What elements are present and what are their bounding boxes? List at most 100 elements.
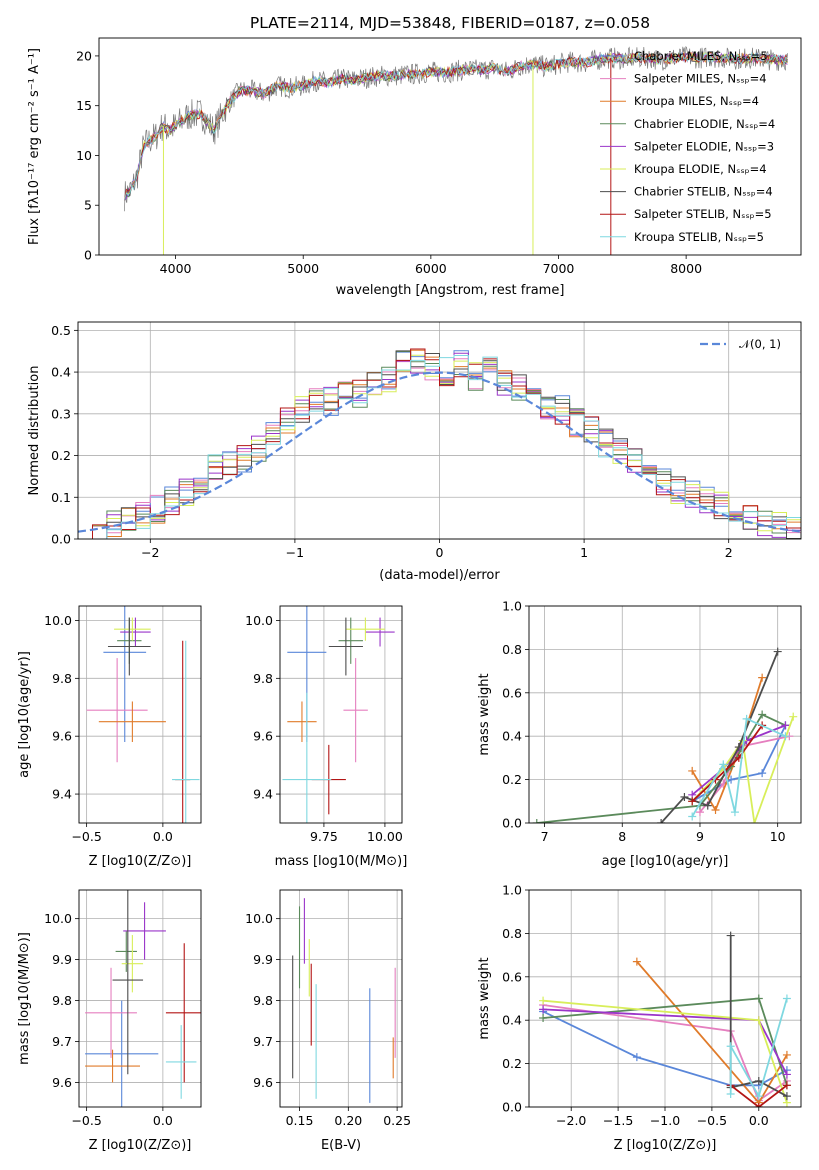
y-tick-label: 10.0 [245, 911, 273, 926]
x-tick-label: −0.5 [71, 1113, 101, 1128]
x-tick-label: 0.0 [749, 1113, 769, 1128]
y-tick-label: 9.6 [253, 1075, 273, 1090]
y-tick-label: 0.0 [502, 1100, 522, 1115]
weight-line-9 [729, 998, 788, 1099]
weight-marker [750, 819, 759, 823]
x-tick-label: 1 [580, 545, 588, 560]
weight-marker [754, 994, 763, 1003]
y-axis-label: age [log10(age/yr)] [17, 651, 32, 778]
weight-marker [789, 712, 798, 721]
x-tick-label: 9 [696, 829, 704, 844]
y-tick-label: 9.9 [253, 952, 273, 967]
weight-marker [719, 760, 728, 769]
legend-entry: Chabrier ELODIE, Nₛₛₚ=4 [634, 117, 775, 131]
x-tick-label: −1.0 [650, 1113, 680, 1128]
y-tick-label: 9.4 [52, 787, 72, 802]
legend-entry: Kroupa STELIB, Nₛₛₚ=5 [634, 230, 764, 244]
age-vs-Z-axes [75, 606, 201, 827]
mass-vs-Z-points [85, 890, 201, 1107]
y-tick-label: 0.3 [51, 406, 71, 421]
mass-vs-EBV-axes [276, 890, 402, 1111]
x-tick-label: −2.0 [556, 1113, 586, 1128]
y-tick-label: 0.0 [51, 532, 71, 547]
weight-marker [758, 673, 767, 682]
spectrum-axes [95, 55, 687, 259]
weight-marker [539, 1005, 548, 1014]
y-tick-label: 0.8 [502, 642, 522, 657]
x-tick-label: 0.25 [383, 1113, 411, 1128]
weight-line-9 [691, 717, 786, 817]
x-axis-label: Z [log10(Z/Z⊙)] [89, 1138, 192, 1153]
legend-entry: Salpeter ELODIE, Nₛₛₚ=3 [634, 139, 774, 153]
model-line-8 [124, 51, 788, 201]
weight-marker [703, 801, 712, 810]
legend-entry: Salpeter MILES, Nₛₛₚ=4 [634, 72, 767, 86]
y-axis-label: mass [log10(M/M⊙)] [17, 932, 32, 1065]
x-axis-label: Z [log10(Z/Z⊙)] [614, 1138, 717, 1153]
y-axis-label: Normed distribution [27, 366, 42, 496]
weight-line-8 [691, 724, 763, 802]
weight-marker [742, 714, 751, 723]
y-tick-label: 0.8 [502, 926, 522, 941]
y-tick-label: 9.7 [52, 1034, 72, 1049]
weight-vs-age-lines [532, 647, 798, 823]
weight-marker [754, 1076, 763, 1085]
weight-marker [688, 797, 697, 806]
x-tick-label: 8 [618, 829, 626, 844]
weight-marker [730, 808, 739, 817]
age-vs-mass-points [282, 606, 395, 823]
x-tick-label: 6000 [415, 261, 447, 276]
weight-line-8 [730, 1084, 788, 1107]
legend-entry: Kroupa ELODIE, Nₛₛₚ=4 [634, 162, 767, 176]
residuals-axes [74, 322, 801, 543]
y-axis-label: mass weight [477, 673, 492, 755]
weight-vs-Z-lines [539, 931, 791, 1107]
weight-line-7 [729, 935, 788, 1097]
weight-line-2 [542, 1004, 788, 1102]
y-tick-label: 9.8 [52, 993, 72, 1008]
x-tick-label: −0.5 [697, 1113, 727, 1128]
x-axis-label: (data-model)/error [379, 568, 500, 583]
x-tick-label: −2 [141, 545, 159, 560]
weight-marker [782, 994, 791, 1003]
spectrum-frame [98, 37, 802, 256]
residuals-frame [77, 321, 802, 540]
age-vs-mass-axes [276, 606, 402, 827]
weight-marker [754, 1016, 763, 1025]
x-tick-label: 10.00 [367, 829, 403, 844]
y-tick-label: 0.2 [502, 1056, 522, 1071]
x-tick-label: 10 [770, 829, 786, 844]
y-tick-label: 0.6 [502, 685, 522, 700]
weight-vs-age-axes [525, 605, 801, 827]
weight-marker [532, 819, 541, 823]
y-tick-label: 0.6 [502, 969, 522, 984]
weight-marker [711, 805, 720, 814]
weight-marker [734, 743, 743, 752]
x-tick-label: 2 [725, 545, 733, 560]
x-tick-label: −1 [286, 545, 304, 560]
x-axis-label: E(B-V) [321, 1138, 361, 1153]
weight-marker [758, 769, 767, 778]
y-tick-label: 9.8 [253, 671, 273, 686]
y-tick-label: 9.6 [253, 729, 273, 744]
histogram-series-9 [78, 355, 801, 539]
y-tick-label: 0.1 [51, 490, 71, 505]
age-vs-Z-frame [78, 605, 202, 824]
spectrum-lines [124, 45, 789, 255]
weight-vs-age-frame [528, 605, 802, 824]
x-tick-label: 0 [436, 545, 444, 560]
weight-marker [688, 766, 697, 775]
weight-marker [657, 819, 666, 823]
weight-marker [773, 647, 782, 656]
x-tick-label: −1.5 [603, 1113, 633, 1128]
x-tick-label: −0.5 [71, 829, 101, 844]
x-tick-label: 0.15 [286, 1113, 314, 1128]
weight-marker [632, 1053, 641, 1062]
weight-marker [539, 996, 548, 1005]
mass-vs-Z-axes [75, 890, 201, 1111]
legend-entry: Salpeter STELIB, Nₛₛₚ=5 [634, 207, 772, 221]
y-tick-label: 0.0 [502, 816, 522, 831]
y-tick-label: 5 [84, 198, 92, 213]
weight-marker [782, 1092, 791, 1101]
chart-title: PLATE=2114, MJD=53848, FIBERID=0187, z=0… [250, 14, 650, 32]
